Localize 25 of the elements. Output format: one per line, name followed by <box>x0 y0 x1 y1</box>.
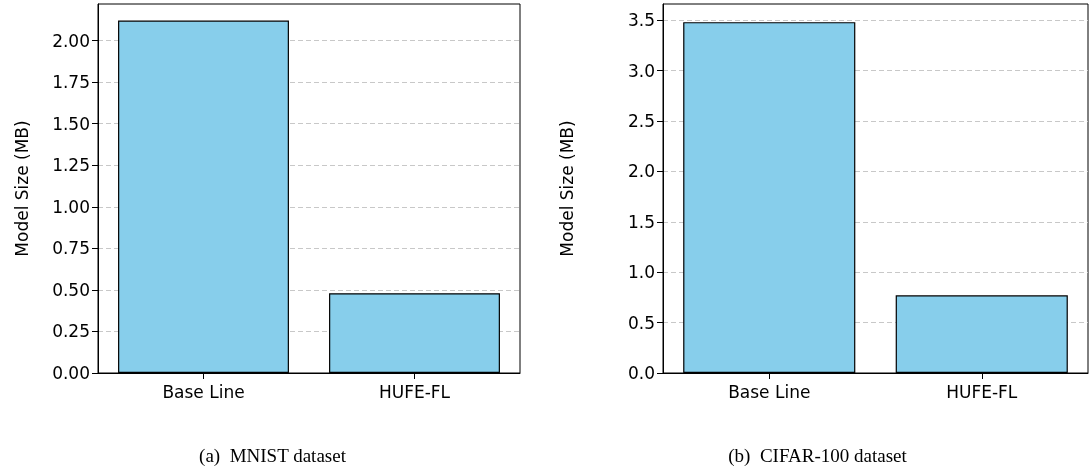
y-tick-label: 1.75 <box>52 72 90 93</box>
y-tick-label: 1.00 <box>52 196 90 217</box>
y-tick-label: 3.0 <box>627 60 655 81</box>
x-tick-label: HUFE-FL <box>946 381 1018 402</box>
y-tick-label: 0.25 <box>52 321 90 342</box>
text: (a) MNIST dataset <box>199 445 347 467</box>
y-tick-label: 0.00 <box>52 363 90 383</box>
text: (b) CIFAR-100 dataset <box>728 445 908 467</box>
y-tick-label: 2.0 <box>627 161 655 182</box>
x-tick-label: HUFE-FL <box>378 381 451 402</box>
y-tick-label: 1.0 <box>627 262 655 283</box>
y-tick-label: 3.5 <box>627 10 655 31</box>
x-tick-label: Base Line <box>728 381 811 402</box>
y-tick-label: 0.5 <box>627 312 655 333</box>
x-tick-label: Base Line <box>162 381 245 402</box>
y-tick-label: 1.50 <box>52 113 90 134</box>
y-tick-label: 0.75 <box>52 238 90 259</box>
y-tick-label: 0.50 <box>52 279 90 300</box>
y-tick-label: 2.5 <box>627 110 655 131</box>
y-tick-label: 1.25 <box>52 155 90 176</box>
y-axis-title: Model Size (MB) <box>556 120 577 257</box>
y-tick-label: 0.0 <box>627 363 655 383</box>
y-tick-label: 1.5 <box>627 211 655 232</box>
y-axis-title: Model Size (MB) <box>11 120 32 257</box>
y-tick-label: 2.00 <box>52 30 90 51</box>
